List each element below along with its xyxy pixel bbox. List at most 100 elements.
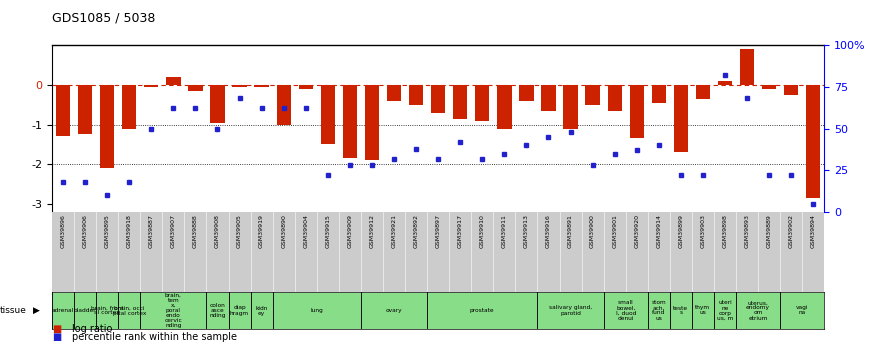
Text: teste
s: teste s [673, 306, 688, 315]
Text: GSM39904: GSM39904 [303, 214, 308, 248]
Text: brain, occi
pital cortex: brain, occi pital cortex [113, 306, 146, 315]
Bar [718, 81, 732, 85]
Text: ■: ■ [52, 324, 61, 334]
Text: GSM39889: GSM39889 [767, 214, 771, 248]
Bar [272, 292, 361, 329]
Text: GSM39893: GSM39893 [745, 214, 750, 248]
Bar [144, 85, 159, 87]
Text: uterus,
endomy
om
etrium: uterus, endomy om etrium [746, 300, 771, 321]
Bar [780, 292, 824, 329]
Text: GSM39888: GSM39888 [193, 214, 198, 247]
Bar [497, 85, 512, 129]
Bar [630, 85, 644, 138]
Text: GSM39890: GSM39890 [281, 214, 286, 248]
Text: GSM39906: GSM39906 [82, 214, 88, 248]
Text: GSM39897: GSM39897 [435, 214, 441, 248]
Bar [122, 85, 136, 129]
Text: GSM39916: GSM39916 [546, 214, 551, 248]
Bar [342, 85, 357, 158]
Text: vagi
na: vagi na [796, 306, 808, 315]
Text: colon
asce
nding: colon asce nding [210, 303, 226, 318]
Text: bladder: bladder [73, 308, 97, 313]
Bar [604, 292, 648, 329]
Text: GSM39921: GSM39921 [392, 214, 397, 248]
Text: log ratio: log ratio [72, 324, 112, 334]
Bar [251, 292, 272, 329]
Bar [651, 85, 666, 102]
Bar [475, 85, 489, 120]
Text: GSM39913: GSM39913 [524, 214, 529, 248]
Text: GSM39918: GSM39918 [126, 214, 132, 248]
Bar [541, 85, 556, 111]
Text: GSM39902: GSM39902 [788, 214, 794, 248]
Text: GSM39905: GSM39905 [237, 214, 242, 248]
Bar [96, 292, 118, 329]
Bar [298, 85, 313, 89]
Bar [520, 85, 534, 101]
Text: GSM39915: GSM39915 [325, 214, 331, 248]
Bar [692, 292, 714, 329]
Text: GSM39896: GSM39896 [61, 214, 65, 248]
Bar [648, 292, 670, 329]
Bar [736, 292, 780, 329]
Text: stom
ach,
fund
us: stom ach, fund us [651, 300, 667, 321]
Text: salivary gland,
parotid: salivary gland, parotid [549, 306, 592, 315]
Text: GSM39917: GSM39917 [458, 214, 462, 248]
Bar [74, 292, 96, 329]
Text: GSM39887: GSM39887 [149, 214, 154, 248]
Bar [228, 292, 251, 329]
Bar [141, 292, 206, 329]
Text: GSM39901: GSM39901 [612, 214, 617, 248]
Text: ovary: ovary [385, 308, 402, 313]
Text: GSM39908: GSM39908 [215, 214, 220, 248]
Text: GSM39895: GSM39895 [105, 214, 109, 248]
Bar [409, 85, 423, 105]
Bar [232, 85, 246, 87]
Bar [188, 85, 202, 91]
Text: adrenal: adrenal [52, 308, 74, 313]
Bar [670, 292, 692, 329]
Bar [211, 85, 225, 122]
Bar [696, 85, 711, 99]
Text: uteri
ne
corp
us, m: uteri ne corp us, m [717, 300, 733, 321]
Bar [118, 292, 141, 329]
Text: brain, front
al cortex: brain, front al cortex [90, 306, 124, 315]
Text: GSM39894: GSM39894 [811, 214, 815, 248]
Text: GSM39898: GSM39898 [722, 214, 728, 248]
Text: small
bowel,
I, duod
denui: small bowel, I, duod denui [616, 300, 636, 321]
Text: brain,
tem
x,
poral
endo
cervic
nding: brain, tem x, poral endo cervic nding [165, 293, 182, 328]
Text: ■: ■ [52, 333, 61, 342]
Text: percentile rank within the sample: percentile rank within the sample [72, 333, 237, 342]
Bar [321, 85, 335, 145]
Bar [206, 292, 228, 329]
Text: GSM39912: GSM39912 [369, 214, 375, 248]
Text: GSM39900: GSM39900 [590, 214, 595, 248]
Bar [78, 85, 92, 135]
Text: GSM39914: GSM39914 [656, 214, 661, 248]
Bar [740, 49, 754, 85]
Text: GSM39919: GSM39919 [259, 214, 264, 248]
Text: GSM39892: GSM39892 [414, 214, 418, 248]
Bar [806, 85, 821, 198]
Text: GSM39899: GSM39899 [678, 214, 684, 248]
Bar [387, 85, 401, 101]
Bar [784, 85, 798, 95]
Bar [538, 292, 604, 329]
Text: GSM39920: GSM39920 [634, 214, 639, 248]
Text: tissue: tissue [0, 306, 27, 315]
Text: ▶: ▶ [33, 306, 40, 315]
Text: GSM39911: GSM39911 [502, 214, 507, 248]
Bar [365, 85, 379, 160]
Bar [427, 292, 538, 329]
Bar [431, 85, 445, 112]
Bar [361, 292, 427, 329]
Text: thym
us: thym us [695, 306, 711, 315]
Bar [714, 292, 736, 329]
Text: GSM39907: GSM39907 [171, 214, 176, 248]
Bar [254, 85, 269, 87]
Text: GSM39909: GSM39909 [348, 214, 352, 248]
Bar [52, 292, 74, 329]
Bar [100, 85, 115, 168]
Text: lung: lung [310, 308, 323, 313]
Bar [166, 77, 180, 85]
